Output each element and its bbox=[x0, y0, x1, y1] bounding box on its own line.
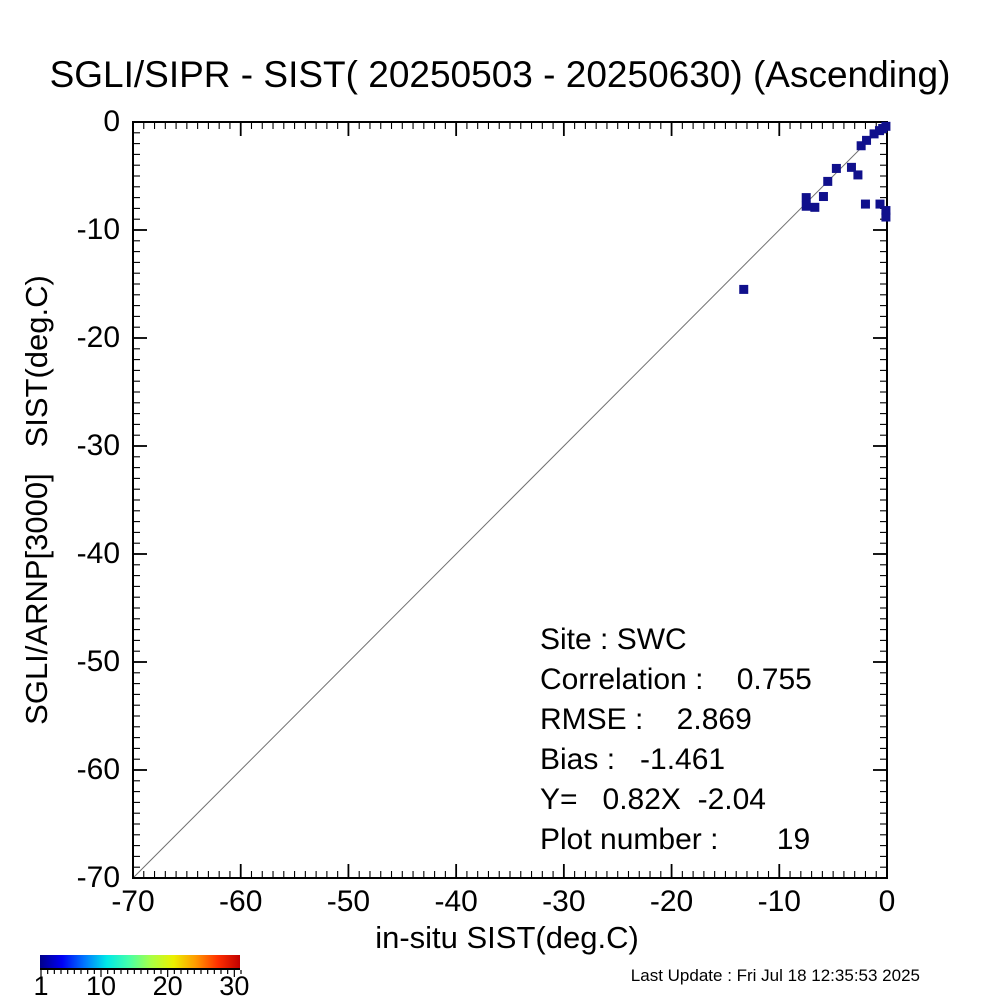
data-point bbox=[860, 199, 870, 209]
colorbar-tick-label: 1 bbox=[33, 971, 49, 1000]
data-point bbox=[801, 193, 811, 203]
y-tick-label: -60 bbox=[76, 753, 120, 786]
y-tick-label: -10 bbox=[76, 213, 120, 246]
stat-rmse: RMSE : 2.869 bbox=[540, 703, 752, 736]
colorbar-tick-label: 30 bbox=[219, 971, 250, 1000]
data-point bbox=[810, 202, 820, 212]
x-tick-label: -60 bbox=[219, 885, 263, 918]
data-point bbox=[881, 206, 891, 216]
colorbar: 1 10 20 30 bbox=[33, 955, 249, 1000]
data-point bbox=[881, 212, 891, 222]
y-axis-title: SGLI/ARNP[3000] SIST(deg.C) bbox=[19, 275, 54, 725]
data-point bbox=[831, 163, 841, 173]
y-tick-label: -20 bbox=[76, 321, 120, 354]
data-point bbox=[853, 170, 863, 180]
x-tick-label: -10 bbox=[757, 885, 801, 918]
data-point bbox=[874, 126, 884, 136]
y-tick-label: -50 bbox=[76, 645, 120, 678]
stat-correlation: Correlation : 0.755 bbox=[540, 663, 812, 696]
x-tick-label: -50 bbox=[326, 885, 371, 918]
x-tick-label: -30 bbox=[542, 885, 586, 918]
data-point bbox=[869, 129, 879, 139]
data-point bbox=[818, 192, 828, 202]
colorbar-gradient bbox=[40, 955, 240, 970]
data-point bbox=[739, 284, 749, 294]
data-point bbox=[862, 135, 872, 145]
data-point bbox=[875, 199, 885, 209]
y-tick-label: -70 bbox=[76, 861, 120, 894]
x-tick-label: -40 bbox=[434, 885, 478, 918]
stat-site: Site : SWC bbox=[540, 623, 687, 656]
y-tick-label: -30 bbox=[76, 429, 120, 462]
stat-bias: Bias : -1.461 bbox=[540, 743, 726, 776]
colorbar-tick-label: 20 bbox=[152, 971, 183, 1000]
colorbar-ticks bbox=[40, 970, 242, 977]
colorbar-tick-label: 10 bbox=[85, 971, 117, 1000]
data-point bbox=[823, 176, 833, 186]
x-tick-label: 0 bbox=[878, 885, 896, 918]
chart-title: SGLI/SIPR - SIST( 20250503 - 20250630) (… bbox=[49, 54, 951, 95]
data-point bbox=[846, 162, 856, 172]
identity-line bbox=[132, 121, 888, 879]
stat-plot-number: Plot number : 19 bbox=[540, 823, 811, 856]
data-point bbox=[801, 201, 811, 211]
stats-block: Site : SWC Correlation : 0.755 RMSE : 2.… bbox=[540, 620, 812, 860]
last-update-text: Last Update : Fri Jul 18 12:35:53 2025 bbox=[630, 966, 920, 985]
data-point bbox=[856, 141, 866, 151]
x-tick-label: -70 bbox=[111, 885, 155, 918]
stat-fit-equation: Y= 0.82X -2.04 bbox=[540, 783, 766, 816]
y-tick-label: -40 bbox=[76, 537, 120, 570]
x-tick-label: -20 bbox=[649, 885, 694, 918]
y-tick-label: 0 bbox=[103, 105, 120, 138]
x-axis-title: in-situ SIST(deg.C) bbox=[375, 920, 639, 955]
